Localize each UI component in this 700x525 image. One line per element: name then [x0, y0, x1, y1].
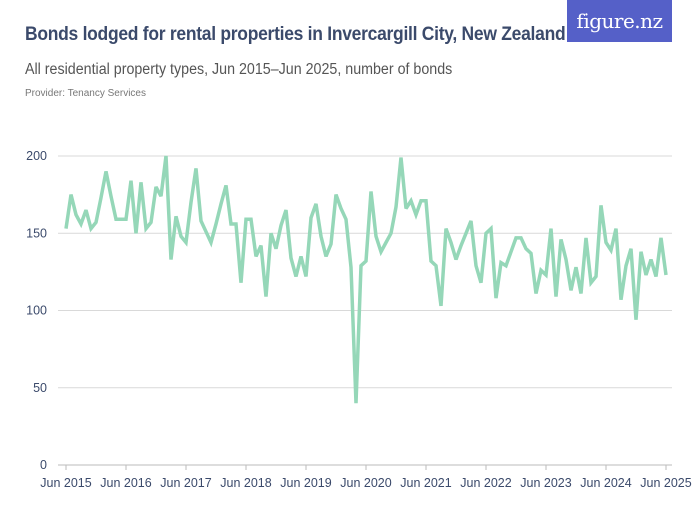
chart-title: Bonds lodged for rental properties in In…: [25, 24, 566, 45]
data-line: [64, 155, 668, 404]
x-tick-label: Jun 2019: [280, 476, 331, 490]
x-tick-label: Jun 2015: [40, 476, 91, 490]
x-tick-label: Jun 2021: [400, 476, 451, 490]
y-tick-label: 0: [40, 458, 47, 472]
y-tick-label: 50: [33, 381, 47, 395]
x-tick-label: Jun 2017: [160, 476, 211, 490]
figure-nz-logo[interactable]: figure.nz: [567, 0, 672, 42]
x-tick-label: Jun 2020: [340, 476, 391, 490]
x-tick-label: Jun 2018: [220, 476, 271, 490]
chart-subtitle: All residential property types, Jun 2015…: [25, 61, 453, 78]
y-tick-label: 200: [26, 149, 47, 163]
logo-text: figure.nz: [576, 9, 663, 33]
x-tick-label: Jun 2025: [640, 476, 691, 490]
y-tick-label: 150: [26, 226, 47, 240]
provider-text: Provider: Tenancy Services: [25, 88, 146, 99]
x-tick-label: Jun 2016: [100, 476, 151, 490]
y-tick-label: 100: [26, 304, 47, 318]
x-tick-label: Jun 2024: [580, 476, 631, 490]
x-tick-label: Jun 2022: [460, 476, 511, 490]
x-tick-label: Jun 2023: [520, 476, 571, 490]
